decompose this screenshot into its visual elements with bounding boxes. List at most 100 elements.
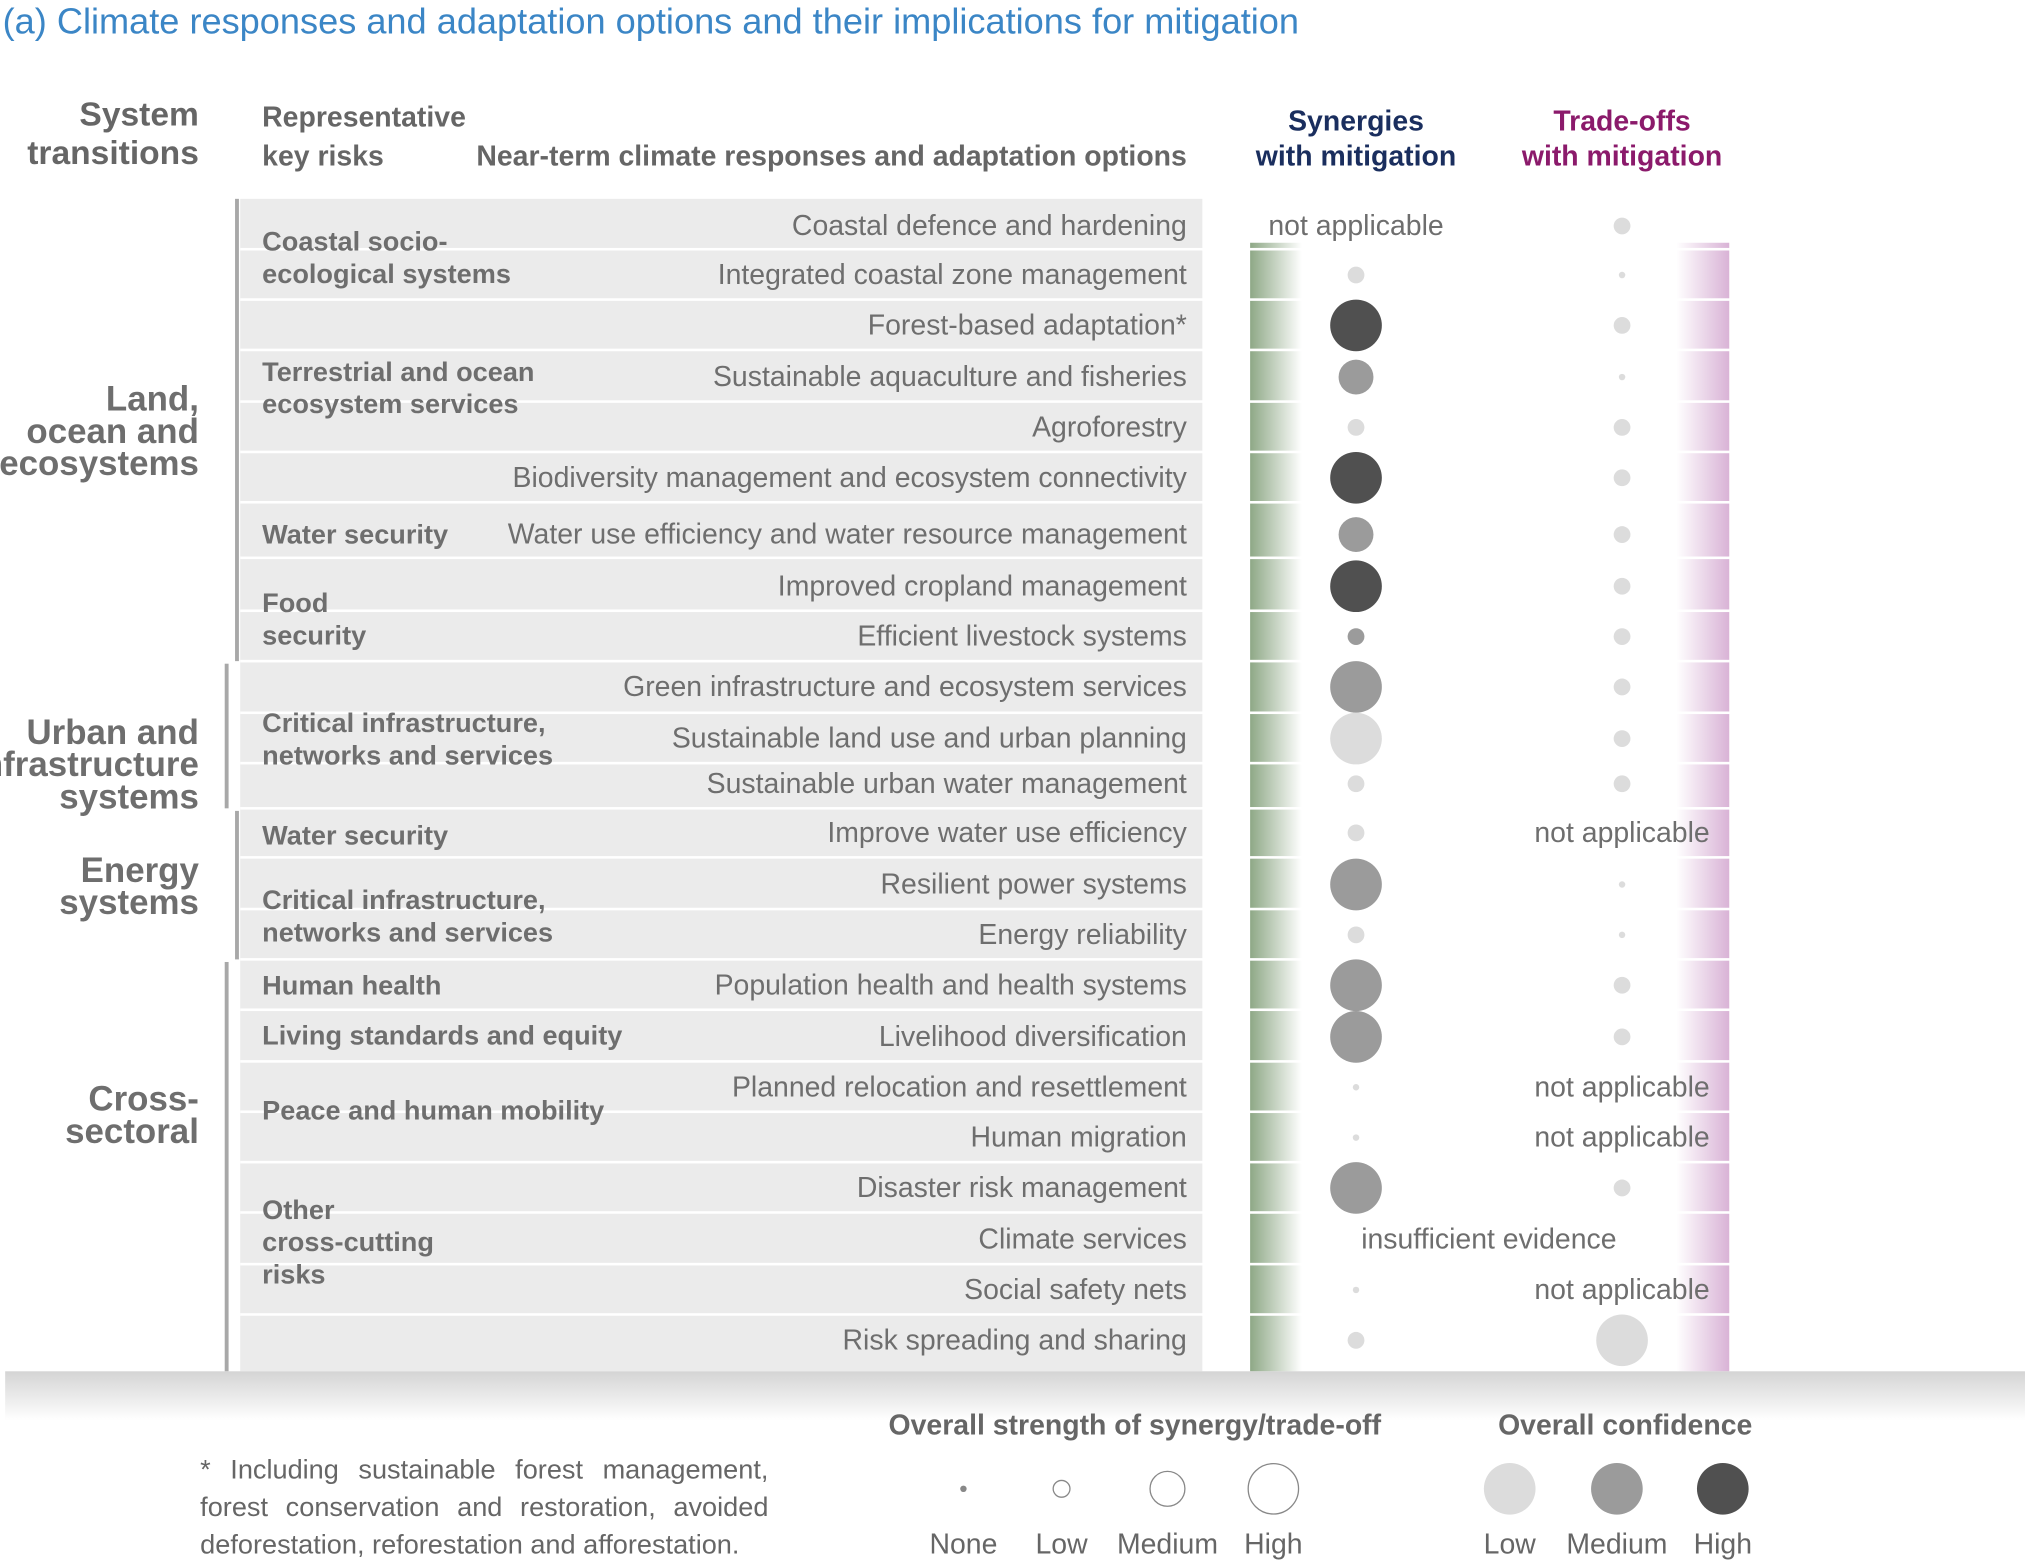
row-separator <box>240 247 1731 251</box>
group-line-cross-sectoral <box>224 961 229 1372</box>
legend-confidence-medium-mark <box>1591 1462 1643 1515</box>
synergy-dot <box>1338 359 1374 395</box>
option-label: Population health and health systems <box>714 968 1187 1001</box>
system-line: Urban and <box>26 712 199 752</box>
header-line: Trade-offs <box>1553 104 1691 137</box>
risk-other-cross-cutting: Other cross-cutting risks <box>262 1194 434 1291</box>
group-line-urban <box>224 663 229 809</box>
option-label: Water use efficiency and water resource … <box>507 517 1187 551</box>
tradeoff-dot <box>1596 1314 1648 1367</box>
tradeoff-dot <box>1613 775 1631 793</box>
risk-line: cross-cutting <box>262 1227 434 1258</box>
legend-confidence-title: Overall confidence <box>1498 1408 1753 1442</box>
header-line: with mitigation <box>1521 139 1723 172</box>
insufficient-evidence-text: insufficient evidence <box>1361 1222 1617 1256</box>
synergy-dot <box>1330 299 1382 352</box>
group-line-land <box>235 198 239 662</box>
system-line: Land, <box>105 379 199 419</box>
risk-line: risks <box>262 1260 326 1290</box>
row-separator <box>240 807 1731 810</box>
risk-critical-infrastructure-urban: Critical infrastructure, networks and se… <box>262 708 553 773</box>
synergy-dot <box>1347 824 1365 842</box>
system-line: Energy <box>80 850 199 890</box>
row-separator <box>240 907 1731 911</box>
tradeoff-dot <box>1613 1028 1631 1046</box>
row-separator <box>240 958 1731 961</box>
risk-line: Water security <box>262 520 449 551</box>
synergy-dot <box>1330 661 1382 713</box>
risk-line: Terrestrial and ocean <box>262 357 535 388</box>
row-separator <box>240 501 1731 504</box>
tradeoff-dot <box>1613 628 1631 645</box>
system-line: sectoral <box>65 1111 199 1151</box>
row-separator <box>240 856 1731 859</box>
tradeoff-dot <box>1613 678 1631 696</box>
risk-food-security: Food security <box>262 588 366 653</box>
system-line: systems <box>59 883 199 922</box>
legend-strength-none-mark <box>960 1485 967 1493</box>
option-label: Resilient power systems <box>880 867 1187 901</box>
header-system-transitions: System transitions <box>27 94 199 171</box>
legend-confidence-medium: Medium <box>1566 1527 1668 1560</box>
synergy-dot <box>1330 560 1382 613</box>
tradeoff-not-applicable-text: not applicable <box>1534 816 1710 849</box>
risk-line: Food <box>262 588 329 619</box>
tradeoff-dot <box>1613 317 1631 334</box>
option-label: Sustainable urban water management <box>706 767 1187 800</box>
header-key-risks: Representative key risks <box>262 98 466 175</box>
synergy-dot <box>1330 1011 1382 1063</box>
legend-strength-low: Low <box>1035 1527 1088 1560</box>
synergy-dot <box>1347 266 1365 284</box>
risk-line: Water security <box>262 821 449 851</box>
option-label: Coastal defence and hardening <box>791 209 1187 242</box>
synergy-dot <box>1347 1331 1365 1349</box>
synergy-dot <box>1352 1134 1360 1141</box>
tradeoff-dot <box>1613 577 1631 595</box>
option-label: Biodiversity management and ecosystem co… <box>512 460 1187 494</box>
synergy-dot <box>1330 1162 1382 1214</box>
group-line-energy <box>235 810 239 960</box>
row-separator <box>240 1262 1731 1266</box>
synergy-dot <box>1330 858 1382 911</box>
risk-line: Other <box>262 1195 335 1226</box>
risk-peace-mobility: Peace and human mobility <box>262 1095 604 1127</box>
row-separator <box>240 761 1731 765</box>
legend-strength-none: None <box>929 1527 998 1560</box>
legend-strength-medium: Medium <box>1116 1527 1218 1560</box>
risk-coastal: Coastal socio- ecological systems <box>262 226 511 291</box>
header-line: System <box>79 94 199 133</box>
legend-strength-low-mark <box>1052 1479 1071 1498</box>
legend-strength-title: Overall strength of synergy/trade-off <box>888 1408 1382 1442</box>
synergy-dot <box>1347 419 1365 436</box>
risk-water-security-energy: Water security <box>262 820 448 852</box>
row-separator <box>240 400 1731 403</box>
header-line: with mitigation <box>1255 139 1457 172</box>
risk-line: networks and services <box>262 741 554 771</box>
system-energy: Energy systems <box>59 850 199 922</box>
risk-critical-infrastructure-energy: Critical infrastructure, networks and se… <box>262 885 553 950</box>
header-line: transitions <box>27 132 199 172</box>
row-separator <box>240 556 1731 560</box>
option-label: Social safety nets <box>964 1273 1187 1306</box>
table-panel <box>240 198 1203 1372</box>
option-label: Sustainable land use and urban planning <box>671 721 1187 755</box>
risk-line: networks and services <box>262 918 554 948</box>
row-separator <box>240 711 1731 715</box>
option-label: Efficient livestock systems <box>857 619 1187 653</box>
synergy-dot <box>1347 926 1365 944</box>
option-label: Sustainable aquaculture and fisheries <box>712 360 1187 393</box>
row-separator <box>240 1160 1731 1164</box>
legend-strength-medium-mark <box>1149 1470 1186 1507</box>
option-label: Energy reliability <box>978 918 1187 951</box>
row-separator <box>240 450 1731 454</box>
figure-title: (a) Climate responses and adaptation opt… <box>2 1 1300 42</box>
option-label: Integrated coastal zone management <box>717 258 1187 291</box>
synergy-dot <box>1330 451 1382 504</box>
system-line: Cross- <box>88 1079 199 1119</box>
system-line: systems <box>59 777 199 817</box>
row-separator <box>240 1060 1731 1063</box>
row-separator <box>240 609 1731 613</box>
option-label: Livelihood diversification <box>878 1020 1187 1053</box>
synergy-not-applicable-text: not applicable <box>1268 209 1444 242</box>
